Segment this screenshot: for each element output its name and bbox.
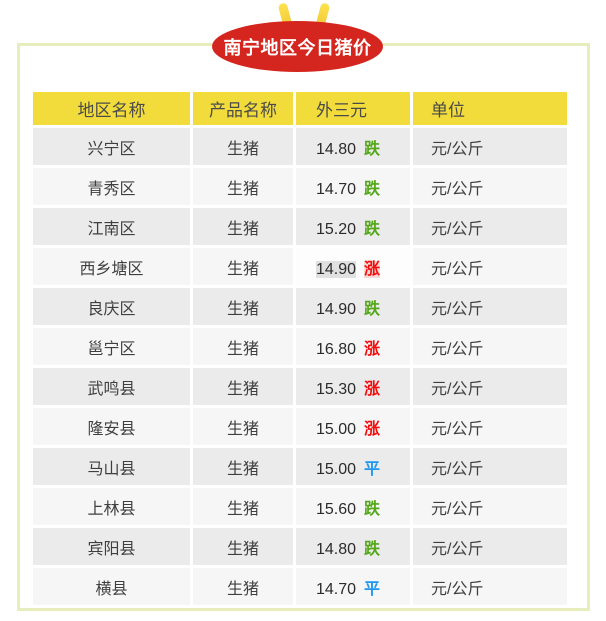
product-cell: 生猪 — [193, 288, 293, 325]
header-product: 产品名称 — [193, 92, 293, 125]
price-value: 15.60 — [316, 500, 357, 518]
region-cell: 邕宁区 — [33, 328, 190, 365]
price-table-body: 兴宁区 生猪 14.80 跌元/公斤 青秀区 生猪 14.70 跌元/公斤 江南区 生猪 15.20… — [33, 128, 567, 605]
region-cell: 良庆区 — [33, 288, 190, 325]
price-cell: 14.90 跌 — [296, 288, 410, 325]
header-region: 地区名称 — [33, 92, 190, 125]
unit-cell: 元/公斤 — [413, 528, 567, 565]
price-cell: 14.80 跌 — [296, 528, 410, 565]
unit-cell: 元/公斤 — [413, 448, 567, 485]
trend-down-label: 跌 — [364, 540, 381, 558]
unit-cell: 元/公斤 — [413, 288, 567, 325]
table-row: 上林县 生猪 15.60 跌 元/公斤 — [33, 488, 567, 525]
unit-cell: 元/公斤 — [413, 208, 567, 245]
unit-cell: 元/公斤 — [413, 488, 567, 525]
unit-cell: 元/公斤 — [413, 328, 567, 365]
title-badge: 南宁地区今日猪价 — [212, 21, 383, 72]
table-row: 西乡塘区 生猪 14.90 涨 元/公斤 — [33, 248, 567, 285]
trend-up-label: 涨 — [364, 380, 381, 398]
product-cell: 生猪 — [193, 128, 293, 165]
price-cell: 15.00 平 — [296, 448, 410, 485]
table-row: 隆安县 生猪 15.00 涨 元/公斤 — [33, 408, 567, 445]
trend-down-label: 跌 — [364, 300, 381, 318]
trend-up-label: 涨 — [364, 340, 381, 358]
region-cell: 宾阳县 — [33, 528, 190, 565]
price-value: 14.90 — [316, 300, 357, 318]
price-value: 15.30 — [316, 380, 357, 398]
price-cell: 15.30 涨 — [296, 368, 410, 405]
trend-up-label: 涨 — [364, 260, 381, 278]
table-row: 兴宁区 生猪 14.80 跌 元/公斤 — [33, 128, 567, 165]
product-cell: 生猪 — [193, 408, 293, 445]
trend-down-label: 跌 — [364, 140, 381, 158]
product-cell: 生猪 — [193, 448, 293, 485]
table-row: 良庆区 生猪 14.90 跌 元/公斤 — [33, 288, 567, 325]
price-cell: 15.60 跌 — [296, 488, 410, 525]
region-cell: 青秀区 — [33, 168, 190, 205]
price-value: 14.70 — [316, 580, 357, 598]
price-value: 14.90 — [316, 260, 357, 278]
page-title: 南宁地区今日猪价 — [223, 37, 372, 58]
price-cell: 15.20 跌 — [296, 208, 410, 245]
region-cell: 兴宁区 — [33, 128, 190, 165]
region-cell: 江南区 — [33, 208, 190, 245]
unit-cell: 元/公斤 — [413, 168, 567, 205]
region-cell: 上林县 — [33, 488, 190, 525]
table-row: 马山县 生猪 15.00 平 元/公斤 — [33, 448, 567, 485]
product-cell: 生猪 — [193, 528, 293, 565]
table-row: 横县 生猪 14.70 平 元/公斤 — [33, 568, 567, 605]
trend-down-label: 跌 — [364, 500, 381, 518]
unit-cell: 元/公斤 — [413, 128, 567, 165]
table-row: 武鸣县 生猪 15.30 涨 元/公斤 — [33, 368, 567, 405]
product-cell: 生猪 — [193, 208, 293, 245]
price-cell: 14.70 平 — [296, 568, 410, 605]
unit-cell: 元/公斤 — [413, 408, 567, 445]
price-cell: 14.70 跌 — [296, 168, 410, 205]
region-cell: 马山县 — [33, 448, 190, 485]
price-cell: 14.80 跌 — [296, 128, 410, 165]
price-value: 14.80 — [316, 540, 357, 558]
product-cell: 生猪 — [193, 568, 293, 605]
price-value: 14.80 — [316, 140, 357, 158]
trend-up-label: 涨 — [364, 420, 381, 438]
price-cell: 15.00 涨 — [296, 408, 410, 445]
product-cell: 生猪 — [193, 328, 293, 365]
unit-cell: 元/公斤 — [413, 368, 567, 405]
header-price: 外三元 — [296, 92, 410, 125]
table-row: 青秀区 生猪 14.70 跌 元/公斤 — [33, 168, 567, 205]
product-cell: 生猪 — [193, 248, 293, 285]
pig-price-table: 地区名称 产品名称 外三元 单位 兴宁区 生猪 14.80 跌元/公斤 青秀区 生猪 14.… — [30, 89, 570, 608]
trend-flat-label: 平 — [364, 580, 381, 598]
price-value: 16.80 — [316, 340, 357, 358]
price-cell: 14.90 涨 — [296, 248, 410, 285]
unit-cell: 元/公斤 — [413, 248, 567, 285]
price-value: 15.00 — [316, 460, 357, 478]
trend-down-label: 跌 — [364, 180, 381, 198]
price-value: 14.70 — [316, 180, 357, 198]
table-row: 江南区 生猪 15.20 跌 元/公斤 — [33, 208, 567, 245]
product-cell: 生猪 — [193, 488, 293, 525]
region-cell: 西乡塘区 — [33, 248, 190, 285]
product-cell: 生猪 — [193, 168, 293, 205]
region-cell: 隆安县 — [33, 408, 190, 445]
price-value: 15.00 — [316, 420, 357, 438]
table-row: 宾阳县 生猪 14.80 跌 元/公斤 — [33, 528, 567, 565]
unit-cell: 元/公斤 — [413, 568, 567, 605]
region-cell: 横县 — [33, 568, 190, 605]
price-value: 15.20 — [316, 220, 357, 238]
product-cell: 生猪 — [193, 368, 293, 405]
price-cell: 16.80 涨 — [296, 328, 410, 365]
region-cell: 武鸣县 — [33, 368, 190, 405]
table-header-row: 地区名称 产品名称 外三元 单位 — [33, 92, 567, 125]
table-row: 邕宁区 生猪 16.80 涨 元/公斤 — [33, 328, 567, 365]
trend-flat-label: 平 — [364, 460, 381, 478]
trend-down-label: 跌 — [364, 220, 381, 238]
header-unit: 单位 — [413, 92, 567, 125]
